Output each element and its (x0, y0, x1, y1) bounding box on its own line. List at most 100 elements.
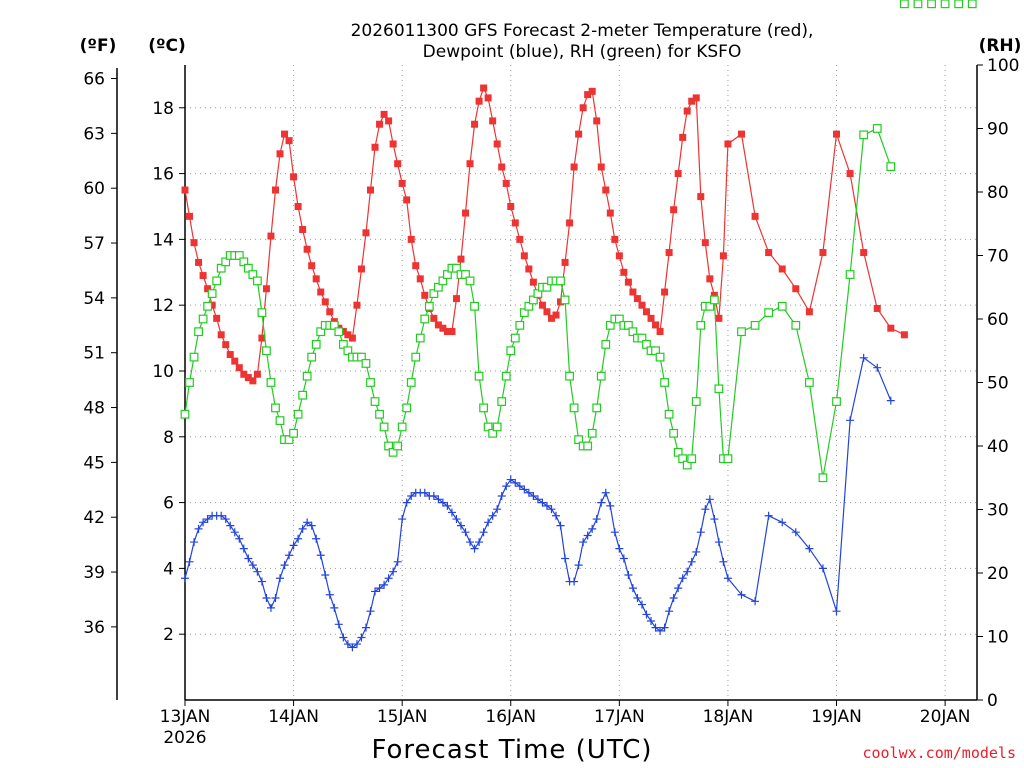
rh-point (275, 416, 285, 425)
dewpoint-point (633, 594, 642, 603)
dewpoint-point (683, 567, 692, 576)
temperature-point (317, 288, 325, 296)
temperature-point (222, 341, 230, 349)
temperature-point (434, 321, 442, 329)
rh-point (185, 378, 194, 387)
temperature-point (661, 288, 669, 296)
temperature-point (765, 249, 773, 257)
celsius-unit-label: (ºC) (148, 36, 186, 56)
rh-point (723, 454, 733, 464)
temperature-point (290, 173, 298, 181)
rh-point (329, 320, 339, 330)
dewpoint-point (696, 528, 705, 537)
rh-point (569, 403, 579, 413)
rh-point (583, 441, 593, 451)
temperature-point (543, 308, 551, 316)
temperature-point (615, 252, 623, 260)
dewpoint-point (280, 561, 289, 570)
temperature-point (195, 258, 203, 266)
dewpoint-point (610, 528, 619, 537)
rh-tick-label: 80 (987, 183, 1009, 203)
temperature-point (547, 314, 555, 322)
dewpoint-point (361, 623, 370, 632)
rh-point (764, 308, 774, 318)
temperature-point (186, 212, 194, 220)
dewpoint-point (561, 554, 570, 563)
dewpoint-point (185, 557, 194, 566)
rh-point (691, 397, 701, 406)
dewpoint-point (737, 590, 746, 599)
rh-point (637, 333, 647, 343)
rh-point (687, 454, 697, 464)
rh-point (311, 340, 321, 349)
rh-point (673, 447, 683, 457)
dewpoint-point (579, 538, 588, 547)
rh-point (406, 378, 416, 387)
temperature-series (181, 0, 976, 385)
temperature-point (819, 249, 827, 257)
rh-point (239, 257, 249, 267)
axes (116, 65, 978, 701)
temperature-point (367, 186, 375, 194)
temperature-point (267, 232, 275, 240)
temperature-point (561, 258, 569, 266)
rh-tick-label: 40 (987, 437, 1009, 457)
dewpoint-point (429, 492, 438, 501)
temperature-point (602, 186, 610, 194)
plot-series (181, 0, 977, 652)
temperature-point (439, 324, 447, 332)
dewpoint-point (438, 498, 447, 507)
temperature-point (679, 133, 687, 141)
temperature-point (525, 265, 533, 273)
rh-point (452, 263, 461, 273)
rh-tick-label: 90 (987, 120, 1009, 140)
dewpoint-point (520, 485, 529, 494)
temperature-point (448, 328, 456, 336)
rh-point (664, 409, 674, 419)
temperature-point (566, 219, 574, 227)
rh-point (361, 359, 371, 368)
rh-point (605, 320, 615, 330)
dewpoint-point (330, 603, 339, 612)
temperature-point (900, 331, 908, 339)
temperature-point (258, 334, 266, 342)
rh-tick-label: 60 (987, 310, 1009, 330)
temperature-point (860, 249, 868, 257)
time-tick-label: 20JAN (920, 707, 971, 727)
temperature-point (715, 314, 723, 322)
temperature-point (792, 285, 800, 293)
temperature-point (326, 308, 334, 316)
rh-point (438, 276, 448, 286)
rh-point (388, 447, 398, 457)
temperature-point (204, 285, 212, 293)
temperature-point (778, 265, 786, 273)
dewpoint-point (714, 538, 723, 547)
dewpoint-point (366, 607, 375, 616)
dewpoint-point (285, 551, 294, 560)
dewpoint-point (217, 511, 226, 520)
rh-point (967, 0, 977, 9)
time-tick-label: 14JAN (268, 707, 319, 727)
dewpoint-series (181, 354, 895, 652)
dewpoint-point (723, 574, 732, 583)
dewpoint-point (538, 498, 547, 507)
rh-point (343, 346, 353, 356)
rh-tick-label: 20 (987, 564, 1009, 584)
temperature-point (805, 308, 813, 316)
dewpoint-point (470, 544, 479, 553)
dewpoint-point (484, 518, 493, 527)
temperature-point (249, 377, 257, 385)
rh-point (587, 428, 597, 438)
rh-point (859, 130, 869, 140)
rh-point (266, 378, 276, 387)
dewpoint-point (647, 617, 656, 626)
dewpoint-point (651, 623, 660, 632)
temperature-point (276, 150, 284, 158)
temperature-point (466, 160, 474, 168)
temperature-line (184, 86, 905, 382)
temperature-point (389, 140, 397, 148)
dewpoint-point (552, 511, 561, 520)
time-tick-label: 19JAN (811, 707, 862, 727)
dewpoint-point (398, 515, 407, 524)
dewpoint-point (570, 577, 579, 586)
